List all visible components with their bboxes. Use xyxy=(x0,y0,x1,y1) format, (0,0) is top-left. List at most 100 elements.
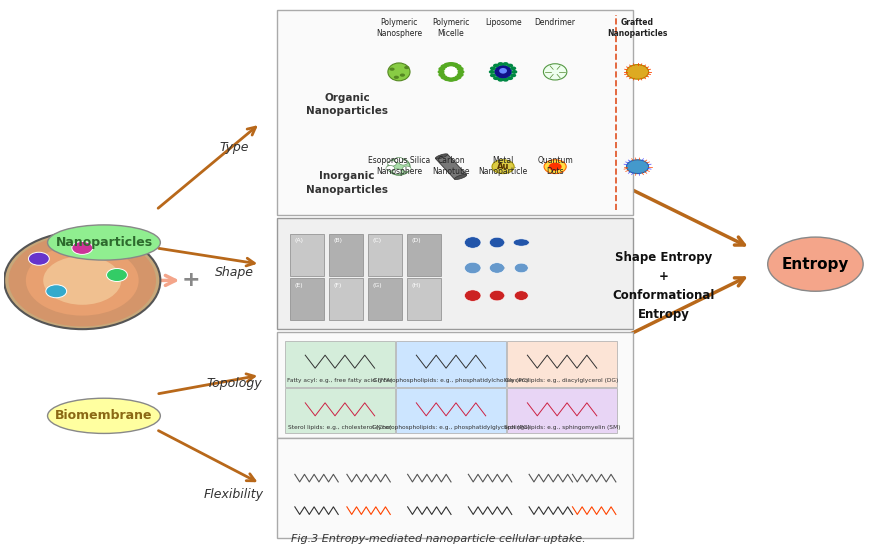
Ellipse shape xyxy=(464,262,481,274)
Circle shape xyxy=(441,64,448,69)
Text: Quantum
Dots: Quantum Dots xyxy=(537,156,573,176)
Text: Polymeric
Micelle: Polymeric Micelle xyxy=(433,18,470,38)
Circle shape xyxy=(457,70,464,74)
Ellipse shape xyxy=(464,237,481,248)
Circle shape xyxy=(456,73,463,77)
Text: (A): (A) xyxy=(295,238,304,243)
Text: Biomembrane: Biomembrane xyxy=(55,409,152,422)
Polygon shape xyxy=(435,154,467,179)
Text: (B): (B) xyxy=(334,238,343,243)
Circle shape xyxy=(28,252,49,265)
FancyBboxPatch shape xyxy=(328,278,364,320)
Text: Entropy: Entropy xyxy=(781,257,849,272)
Ellipse shape xyxy=(388,158,410,175)
Circle shape xyxy=(510,67,516,70)
Ellipse shape xyxy=(514,291,528,300)
Ellipse shape xyxy=(440,63,462,81)
FancyBboxPatch shape xyxy=(368,278,402,320)
Ellipse shape xyxy=(464,290,481,301)
Circle shape xyxy=(493,76,499,80)
Circle shape xyxy=(448,62,455,67)
Text: +: + xyxy=(181,271,200,290)
Text: Sterol lipids: e.g., cholesterol (Cho): Sterol lipids: e.g., cholesterol (Cho) xyxy=(288,425,392,430)
Text: Shape Entropy
+
Conformational
Entropy: Shape Entropy + Conformational Entropy xyxy=(612,251,715,321)
Ellipse shape xyxy=(626,160,648,174)
Circle shape xyxy=(507,76,513,80)
Ellipse shape xyxy=(767,237,863,292)
Circle shape xyxy=(490,74,496,78)
Circle shape xyxy=(26,245,138,316)
Circle shape xyxy=(4,232,160,329)
Circle shape xyxy=(392,169,401,174)
Text: Esoporous Silica
Nanosphere: Esoporous Silica Nanosphere xyxy=(368,156,430,176)
Circle shape xyxy=(438,70,444,74)
Circle shape xyxy=(402,166,411,172)
Circle shape xyxy=(448,78,455,82)
FancyBboxPatch shape xyxy=(507,341,617,387)
Text: Grafted
Nanoparticles: Grafted Nanoparticles xyxy=(607,18,668,38)
Text: (G): (G) xyxy=(373,283,383,288)
Circle shape xyxy=(107,268,127,282)
Circle shape xyxy=(493,64,499,68)
Text: Dendrimer: Dendrimer xyxy=(534,18,576,27)
FancyBboxPatch shape xyxy=(278,218,633,329)
Text: Flexibility: Flexibility xyxy=(204,488,264,501)
Ellipse shape xyxy=(491,63,515,80)
Circle shape xyxy=(394,157,403,163)
FancyBboxPatch shape xyxy=(396,341,505,387)
Circle shape xyxy=(503,78,509,82)
Circle shape xyxy=(507,64,513,68)
Ellipse shape xyxy=(513,239,529,246)
Text: Inorganic
Nanoparticles: Inorganic Nanoparticles xyxy=(306,171,388,195)
Text: Glycerophospholipids: e.g., phosphatidylcholine (PC): Glycerophospholipids: e.g., phosphatidyl… xyxy=(373,378,529,383)
Circle shape xyxy=(489,70,495,74)
Circle shape xyxy=(444,77,450,81)
Text: Fig.3 Entropy-mediated nanoparticle cellular uptake.: Fig.3 Entropy-mediated nanoparticle cell… xyxy=(291,535,585,544)
FancyBboxPatch shape xyxy=(290,278,324,320)
Circle shape xyxy=(390,68,394,71)
Circle shape xyxy=(438,73,445,77)
Circle shape xyxy=(72,241,93,255)
Circle shape xyxy=(388,161,396,166)
Ellipse shape xyxy=(490,237,505,248)
Ellipse shape xyxy=(455,174,467,179)
Text: Glycerolipids: e.g., diacylglycerol (DG): Glycerolipids: e.g., diacylglycerol (DG) xyxy=(505,378,618,383)
Circle shape xyxy=(455,64,462,69)
Text: Carbon
Nanotube: Carbon Nanotube xyxy=(432,156,470,176)
FancyBboxPatch shape xyxy=(406,234,442,276)
Circle shape xyxy=(399,160,407,165)
Circle shape xyxy=(9,234,156,327)
Ellipse shape xyxy=(548,163,562,170)
Ellipse shape xyxy=(490,263,505,273)
Ellipse shape xyxy=(514,263,528,273)
FancyBboxPatch shape xyxy=(278,9,633,216)
Ellipse shape xyxy=(435,154,448,159)
Text: (E): (E) xyxy=(295,283,303,288)
Text: Topology: Topology xyxy=(206,377,262,390)
FancyBboxPatch shape xyxy=(290,234,324,276)
FancyBboxPatch shape xyxy=(286,341,394,387)
Circle shape xyxy=(451,77,458,81)
Text: (F): (F) xyxy=(334,283,343,288)
Circle shape xyxy=(498,62,504,66)
FancyBboxPatch shape xyxy=(328,234,364,276)
Ellipse shape xyxy=(544,160,566,174)
Ellipse shape xyxy=(490,290,505,301)
FancyBboxPatch shape xyxy=(278,332,633,437)
Ellipse shape xyxy=(626,64,648,79)
Circle shape xyxy=(404,66,409,69)
Ellipse shape xyxy=(47,225,160,260)
Text: Liposome: Liposome xyxy=(484,18,521,27)
Ellipse shape xyxy=(543,64,567,80)
Text: (C): (C) xyxy=(373,238,382,243)
Text: (D): (D) xyxy=(412,238,421,243)
Text: Fatty acyl: e.g., free fatty acid (FFA): Fatty acyl: e.g., free fatty acid (FFA) xyxy=(287,378,392,383)
FancyBboxPatch shape xyxy=(278,437,633,538)
Text: (H): (H) xyxy=(412,283,421,288)
FancyBboxPatch shape xyxy=(406,278,442,320)
Circle shape xyxy=(444,63,450,67)
Circle shape xyxy=(399,74,405,77)
Text: Shape: Shape xyxy=(215,266,253,279)
Circle shape xyxy=(510,74,516,78)
FancyBboxPatch shape xyxy=(368,234,402,276)
